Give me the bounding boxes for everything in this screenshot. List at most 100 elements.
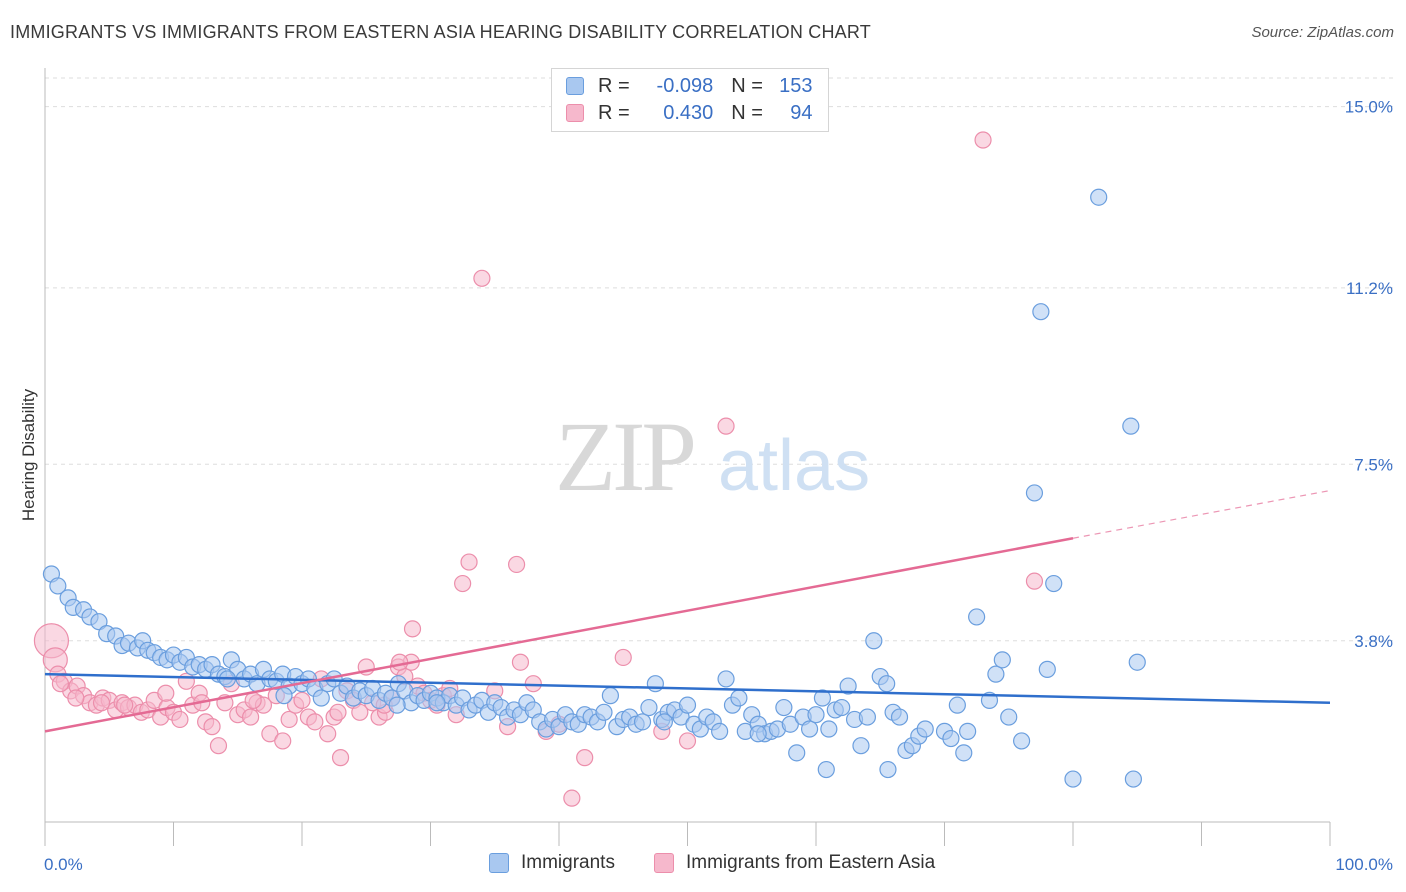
eastern-asia-point	[391, 653, 409, 671]
n-label: N =	[731, 74, 763, 97]
immigrants-point	[968, 608, 986, 626]
immigrants-point	[833, 698, 851, 717]
immigrants-point	[955, 744, 973, 762]
watermark-atlas: atlas	[718, 426, 870, 506]
x-tick-label: 100.0%	[1335, 855, 1393, 874]
stats-legend: R = -0.098 N = 153 R = 0.430 N = 94	[551, 68, 829, 132]
stats-row-immigrants: R = -0.098 N = 153	[566, 74, 813, 98]
immigrants-point	[428, 694, 446, 712]
eastern-asia-point	[274, 732, 292, 750]
eastern-asia-point	[319, 725, 337, 743]
immigrants-point	[749, 725, 767, 743]
immigrants-point	[993, 651, 1011, 669]
grid-lines	[45, 77, 1395, 642]
immigrants-point	[788, 744, 806, 762]
immigrants-point	[916, 720, 934, 738]
immigrants-point	[633, 713, 652, 731]
eastern-asia-point	[1025, 572, 1044, 590]
eastern-asia-trend-line	[44, 537, 1074, 733]
immigrants-point	[942, 729, 960, 748]
immigrants-point	[775, 698, 793, 717]
n-label: N =	[731, 101, 763, 124]
r-value: -0.098	[656, 74, 714, 97]
trend-lines	[44, 489, 1331, 733]
immigrants-point	[1038, 660, 1056, 678]
immigrants-point	[49, 577, 67, 595]
immigrants-point	[1000, 708, 1018, 726]
immigrants-point	[858, 708, 877, 726]
immigrants-point	[717, 670, 735, 688]
eastern-asia-point	[157, 684, 175, 702]
eastern-asia-point	[974, 131, 992, 149]
immigrants-point	[678, 696, 697, 714]
eastern-asia-point	[460, 553, 478, 571]
immigrants-point	[1012, 732, 1031, 750]
eastern-asia-point	[576, 749, 594, 767]
eastern-asia-point	[403, 620, 422, 638]
legend-item-eastern-asia: Immigrants from Eastern Asia	[654, 852, 935, 874]
immigrants-point	[1045, 574, 1063, 593]
immigrants-point	[640, 698, 658, 717]
immigrants-point	[1124, 770, 1142, 788]
immigrants-point	[817, 760, 835, 779]
immigrants-point	[730, 689, 748, 707]
n-value: 94	[784, 101, 813, 124]
immigrants-point	[1128, 653, 1146, 671]
watermark: ZIP atlas	[555, 401, 870, 512]
immigrants-point	[1032, 303, 1050, 321]
immigrants-point	[820, 720, 838, 738]
eastern-asia-point	[678, 732, 697, 750]
n-value: 153	[779, 74, 813, 97]
immigrants-point	[959, 722, 977, 740]
eastern-asia-swatch	[566, 104, 584, 122]
r-label: R =	[598, 74, 630, 97]
stats-row-eastern-asia: R = 0.430 N = 94	[566, 101, 813, 125]
legend-label: Immigrants	[521, 852, 615, 873]
immigrants-point	[646, 675, 664, 693]
immigrants-point	[711, 722, 729, 740]
immigrants-point	[1090, 188, 1108, 206]
watermark-zip: ZIP	[555, 401, 693, 512]
immigrants-point	[312, 689, 330, 707]
legend-label: Immigrants from Eastern Asia	[686, 852, 936, 873]
immigrants-trend-line	[44, 672, 1331, 705]
eastern-asia-point	[92, 694, 111, 712]
eastern-asia-point	[293, 691, 311, 709]
eastern-asia-legend-swatch	[654, 853, 674, 873]
y-tick-label: 11.2%	[1346, 279, 1393, 298]
legend-item-immigrants: Immigrants	[489, 852, 615, 874]
immigrants-point	[878, 675, 896, 693]
immigrants-point	[655, 713, 673, 731]
eastern-asia-point	[351, 703, 369, 721]
immigrants-point	[388, 696, 406, 714]
immigrants-point	[90, 613, 108, 631]
r-label: R =	[598, 101, 630, 124]
y-tick-labels: 3.8% 7.5% 11.2% 15.0%	[1345, 98, 1393, 651]
immigrants-point	[948, 696, 966, 714]
immigrants-point	[852, 737, 870, 755]
eastern-asia-point	[261, 725, 279, 743]
eastern-asia-trend-extension	[1072, 489, 1331, 539]
eastern-asia-point	[244, 691, 262, 709]
immigrants-point	[807, 706, 825, 724]
eastern-asia-point	[563, 789, 581, 807]
eastern-asia-point	[473, 269, 491, 287]
immigrants-point	[275, 687, 293, 705]
immigrants-swatch	[566, 77, 584, 95]
immigrants-point	[1122, 417, 1140, 435]
y-axis-label: Hearing Disability	[19, 388, 38, 521]
chart-title: IMMIGRANTS VS IMMIGRANTS FROM EASTERN AS…	[10, 22, 871, 42]
axes	[44, 68, 1331, 846]
immigrants-point	[987, 665, 1005, 683]
eastern-asia-point	[67, 689, 85, 707]
eastern-asia-point	[306, 713, 324, 731]
immigrants-point	[813, 689, 832, 707]
immigrants-point	[839, 677, 857, 695]
immigrants-point	[879, 760, 897, 779]
immigrants-point	[1064, 770, 1082, 788]
eastern-asia-point	[454, 574, 472, 593]
eastern-asia-point	[116, 696, 134, 714]
eastern-asia-point	[331, 749, 350, 767]
eastern-asia-point	[329, 703, 347, 721]
eastern-asia-point	[511, 653, 530, 671]
